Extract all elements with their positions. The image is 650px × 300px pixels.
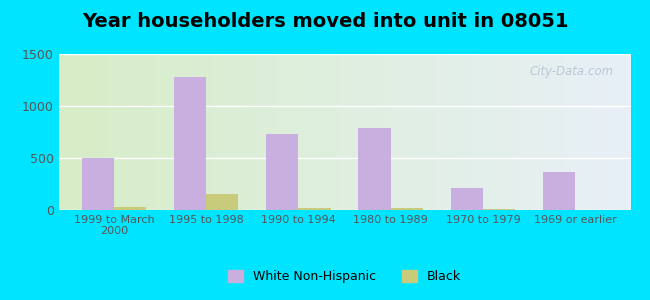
Bar: [114, 207, 146, 210]
Bar: [358, 128, 391, 210]
Bar: [298, 208, 331, 210]
Bar: [206, 194, 239, 210]
Text: City-Data.com: City-Data.com: [529, 65, 614, 78]
Bar: [81, 158, 114, 210]
Bar: [266, 134, 298, 210]
Bar: [483, 209, 515, 210]
Bar: [543, 172, 575, 210]
Text: Year householders moved into unit in 08051: Year householders moved into unit in 080…: [82, 12, 568, 31]
Bar: [450, 188, 483, 210]
Bar: [391, 208, 423, 210]
Legend: White Non-Hispanic, Black: White Non-Hispanic, Black: [222, 263, 467, 289]
Bar: [174, 77, 206, 210]
